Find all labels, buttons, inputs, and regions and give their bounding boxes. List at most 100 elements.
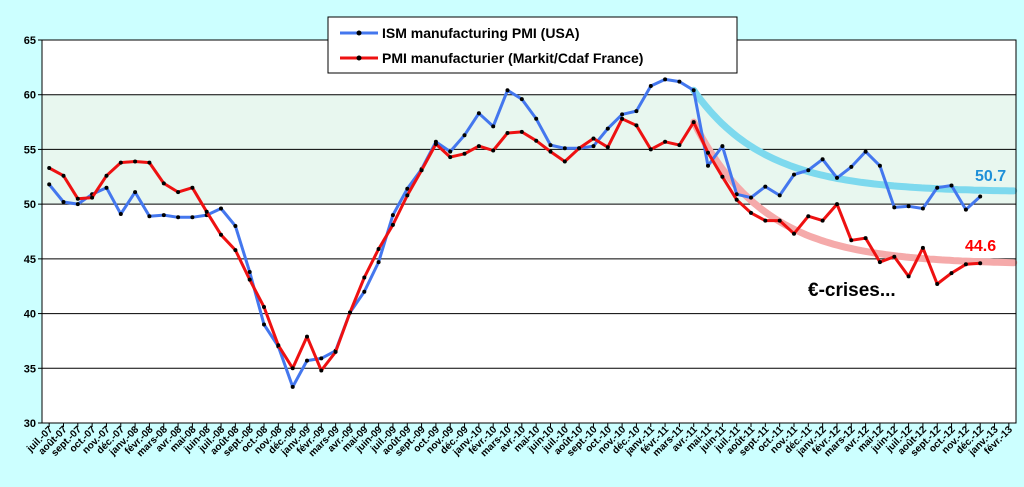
y-tick-label: 60 (24, 90, 36, 102)
point-france (935, 282, 940, 286)
point-usa (290, 384, 295, 389)
point-france (118, 160, 123, 165)
euro-crises-note: €-crises... (808, 280, 896, 301)
point-usa (319, 356, 324, 361)
point-usa (892, 205, 897, 210)
point-france (133, 159, 138, 164)
point-france (605, 145, 610, 150)
point-france (777, 218, 782, 223)
point-france (963, 262, 968, 267)
france-last-value-label: 44.6 (965, 238, 996, 255)
point-usa (720, 144, 725, 149)
point-usa (906, 204, 911, 209)
point-usa (376, 260, 381, 265)
point-usa (75, 202, 80, 207)
point-usa (233, 224, 238, 228)
point-usa (61, 200, 66, 204)
legend-france-marker (356, 55, 362, 61)
point-usa (792, 172, 796, 177)
point-usa (362, 289, 367, 294)
series-line-france (48, 117, 981, 372)
point-france (806, 214, 811, 219)
point-france (448, 155, 453, 160)
point-usa (849, 164, 854, 169)
point-france (161, 181, 166, 186)
point-france (433, 142, 438, 146)
point-france (906, 274, 911, 279)
series-france (47, 116, 983, 373)
point-usa (749, 195, 753, 200)
point-france (290, 366, 295, 371)
point-france (104, 173, 109, 178)
legend-usa-label: ISM manufacturing PMI (USA) (382, 25, 580, 41)
point-usa (978, 194, 983, 199)
point-france (362, 275, 367, 280)
point-usa (691, 88, 696, 93)
point-france (348, 310, 352, 315)
point-france (491, 148, 496, 153)
point-france (562, 159, 567, 164)
point-france (405, 193, 410, 198)
point-usa (877, 163, 882, 168)
point-usa (104, 185, 109, 190)
point-france (706, 150, 710, 155)
point-france (519, 129, 524, 134)
point-france (548, 149, 553, 154)
point-france (147, 160, 152, 165)
point-france (634, 123, 639, 128)
point-usa (591, 144, 596, 149)
point-usa (949, 183, 954, 188)
point-france (892, 254, 897, 259)
point-usa (262, 322, 266, 327)
point-usa (605, 126, 610, 131)
point-france (978, 261, 983, 266)
trend-line-usa (690, 86, 1018, 195)
point-usa (763, 184, 768, 189)
point-france (820, 218, 825, 223)
point-france (319, 368, 324, 373)
point-france (233, 248, 238, 253)
point-france (691, 120, 696, 125)
y-tick-label: 65 (24, 35, 36, 47)
point-france (276, 343, 281, 348)
point-france (90, 195, 95, 200)
point-france (877, 260, 882, 265)
point-usa (935, 185, 940, 190)
point-france (849, 238, 854, 243)
point-usa (133, 190, 138, 195)
point-france (476, 144, 481, 149)
point-usa (147, 214, 152, 219)
point-usa (190, 215, 195, 220)
point-usa (734, 192, 739, 197)
legend-usa-marker (356, 30, 362, 36)
point-france (749, 210, 753, 215)
y-axis-ticks: 30 35 40 45 50 55 60 65 (24, 35, 42, 430)
point-france (534, 138, 539, 143)
point-usa (648, 84, 653, 88)
point-usa (620, 112, 625, 117)
point-usa (47, 182, 52, 187)
point-france (61, 173, 66, 178)
point-france (677, 143, 682, 148)
point-france (792, 231, 796, 236)
point-france (305, 334, 309, 339)
point-usa (491, 124, 496, 129)
point-france (835, 202, 839, 207)
point-usa (505, 88, 510, 93)
legend-france-label: PMI manufacturier (Markit/Cdaf France) (382, 50, 643, 66)
point-usa (963, 207, 968, 212)
point-usa (305, 358, 309, 363)
point-france (462, 151, 467, 156)
point-usa (677, 79, 682, 84)
point-france (920, 245, 925, 250)
point-france (863, 236, 868, 241)
point-france (190, 185, 195, 190)
y-tick-label: 30 (24, 418, 36, 430)
point-usa (462, 133, 467, 138)
point-usa (534, 116, 539, 121)
point-france (247, 277, 252, 282)
point-usa (176, 215, 181, 220)
point-france (591, 136, 596, 141)
y-tick-label: 40 (24, 309, 36, 321)
series-line-usa (48, 77, 982, 389)
